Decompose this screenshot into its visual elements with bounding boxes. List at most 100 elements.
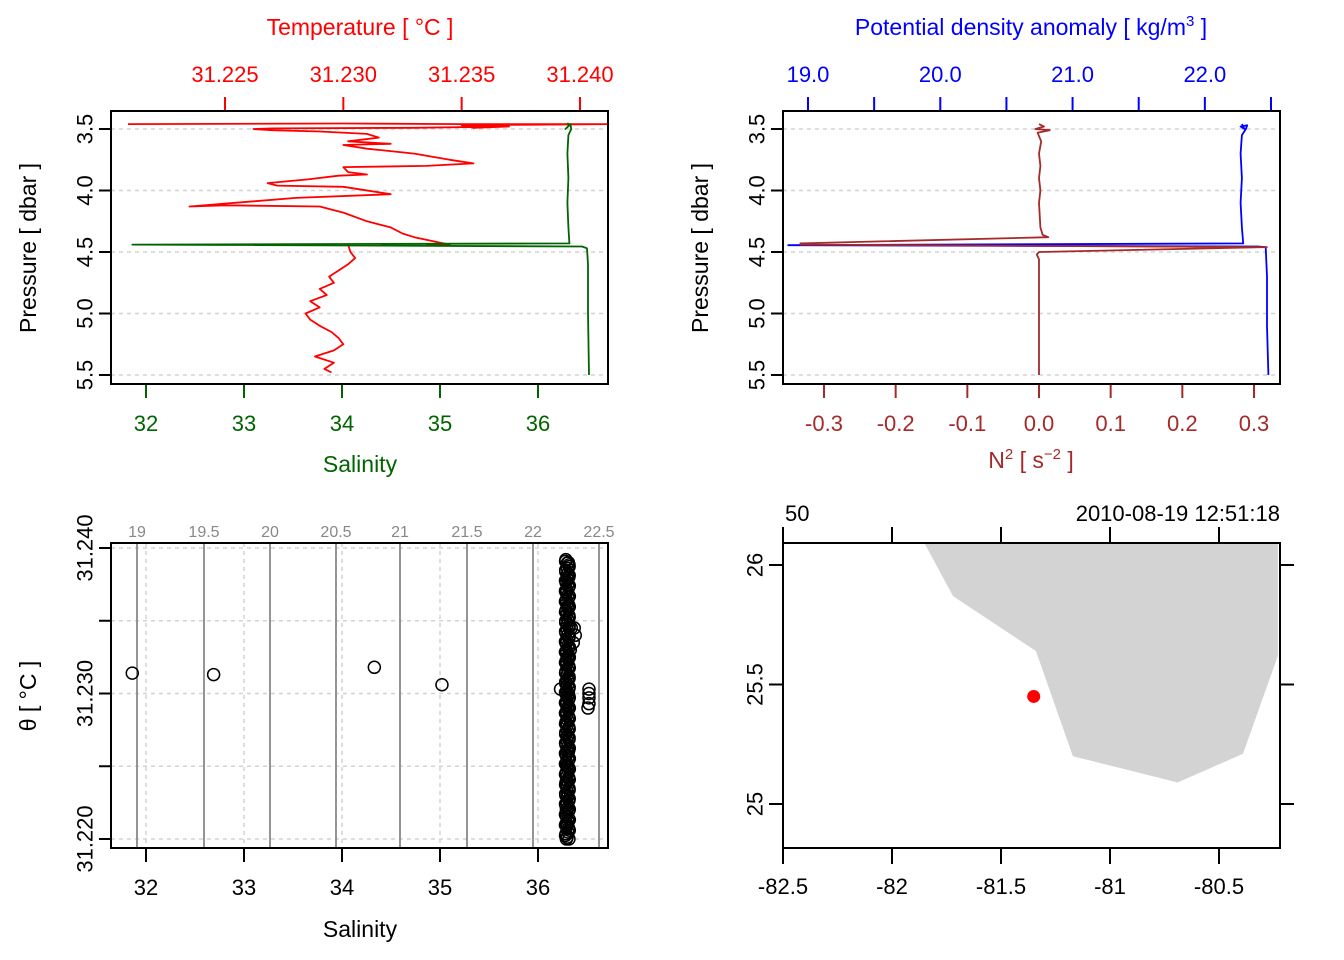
- longitude-tick-label: -82: [876, 874, 908, 899]
- y-tick-label: 4.5: [73, 237, 98, 268]
- n2-axis-title: N2 [ s−2 ]: [988, 446, 1074, 473]
- ts-point: [560, 817, 575, 832]
- ts-point: [435, 678, 449, 692]
- plot-frame: [782, 542, 1281, 849]
- ts-diagram-panel: Salinity θ [ °C ] 19 19.5 20 20.5 21 21.5 22 22…: [15, 514, 615, 942]
- temperature-tick-label: 31.235: [428, 62, 495, 87]
- temperature-tick-label: 31.240: [546, 62, 613, 87]
- ts-point: [367, 660, 382, 675]
- salinity-tick-label: 34: [330, 875, 354, 900]
- salinity-tick-label: 36: [526, 411, 550, 436]
- ts-point: [582, 691, 596, 705]
- salinity-tick-label: 34: [330, 411, 354, 436]
- ts-point: [559, 552, 573, 567]
- ts-point: [561, 555, 576, 570]
- salinity-tick-label: 36: [526, 875, 550, 900]
- latitude-tick-label: 25.5: [743, 663, 768, 706]
- theta-tick-label: 31.220: [73, 805, 98, 872]
- isopycnal-label: 21: [391, 524, 409, 541]
- ts-point: [560, 759, 575, 773]
- station-number-label: 50: [785, 501, 809, 526]
- longitude-tick-label: -81: [1094, 874, 1126, 899]
- plot-frame: [110, 110, 609, 385]
- ts-point: [553, 682, 568, 696]
- y-tick-label: 3.5: [73, 114, 98, 145]
- n2-tick-label: 0.0: [1024, 411, 1055, 436]
- y-tick-label: 4.0: [745, 175, 770, 206]
- isopycnal-label: 22.5: [583, 524, 614, 541]
- theta-tick-label: 31.240: [73, 514, 98, 581]
- ts-point: [561, 744, 576, 759]
- salinity-axis-title: Salinity: [323, 451, 398, 477]
- y-tick-label: 5.5: [745, 360, 770, 391]
- ts-point: [560, 650, 575, 664]
- salinity-tick-label: 33: [232, 875, 256, 900]
- station-datetime-label: 2010-08-19 12:51:18: [1076, 501, 1280, 526]
- ts-point: [567, 621, 582, 635]
- longitude-tick-label: -80.5: [1194, 874, 1244, 899]
- n2-tick-label: 0.1: [1095, 411, 1126, 436]
- pressure-axis-title: Pressure [ dbar ]: [15, 163, 41, 333]
- isopycnal-label: 19: [128, 524, 146, 541]
- series-potential-density-anomaly: [787, 123, 1270, 376]
- y-tick-label: 5.0: [73, 298, 98, 329]
- temperature-tick-label: 31.225: [191, 62, 258, 87]
- y-tick-label: 4.5: [745, 237, 770, 268]
- salinity-tick-label: 35: [428, 875, 452, 900]
- longitude-tick-label: -82.5: [758, 874, 808, 899]
- series-n2: [799, 123, 1268, 375]
- series-temperature: [127, 122, 610, 247]
- y-tick-label: 5.0: [745, 298, 770, 329]
- theta-axis-title: θ [ °C ]: [15, 661, 41, 732]
- salinity-tick-label: 35: [428, 411, 452, 436]
- longitude-tick-label: -81.5: [976, 874, 1026, 899]
- density-n2-profile-panel: Potential density anomaly [ kg/m3 ] N2 […: [687, 13, 1281, 473]
- ts-salinity-axis-title: Salinity: [323, 916, 398, 942]
- n2-tick-label: -0.2: [877, 411, 915, 436]
- plot-frame: [110, 542, 609, 849]
- temperature-tick-label: 31.230: [310, 62, 377, 87]
- station-marker: [1027, 689, 1041, 703]
- plot-frame: [782, 110, 1281, 385]
- latitude-tick-label: 25: [743, 792, 768, 816]
- theta-tick-label: 31.230: [73, 660, 98, 727]
- ts-point: [559, 715, 574, 730]
- isopycnal-label: 21.5: [451, 524, 482, 541]
- series-temperature-lower-layer-: [304, 244, 357, 374]
- ts-point: [560, 672, 575, 686]
- latitude-tick-label: 26: [743, 553, 768, 577]
- ts-point: [559, 774, 574, 788]
- ts-point: [566, 635, 581, 650]
- ts-point: [559, 584, 574, 599]
- isopycnal-label: 20: [261, 524, 279, 541]
- land-polygon: [924, 543, 1278, 783]
- ts-point: [581, 701, 595, 715]
- isopycnal-label: 19.5: [188, 524, 219, 541]
- density-axis-title: Potential density anomaly [ kg/m3 ]: [855, 13, 1207, 40]
- temperature-axis-title: Temperature [ °C ]: [267, 14, 454, 40]
- ts-point: [560, 730, 575, 744]
- density-tick-label: 20.0: [919, 62, 962, 87]
- ts-point: [582, 686, 596, 701]
- salinity-tick-label: 32: [134, 411, 158, 436]
- ts-point: [561, 686, 576, 701]
- salinity-tick-label: 33: [232, 411, 256, 436]
- density-tick-label: 21.0: [1051, 62, 1094, 87]
- n2-tick-label: -0.1: [948, 411, 986, 436]
- ts-point: [559, 657, 574, 672]
- salinity-tick-label: 32: [134, 875, 158, 900]
- station-map-panel: 50 2010-08-19 12:51:18 -82.5 -82 -81.5 -81 -…: [743, 501, 1294, 899]
- ts-point: [125, 666, 140, 680]
- ts-point: [206, 667, 221, 682]
- pressure-axis-title-2: Pressure [ dbar ]: [687, 163, 713, 333]
- ts-point: [560, 570, 575, 584]
- ts-point: [568, 628, 582, 643]
- y-tick-label: 3.5: [745, 114, 770, 145]
- ts-point: [582, 682, 596, 696]
- ts-point: [560, 788, 575, 803]
- ts-point: [560, 599, 575, 613]
- density-tick-label: 22.0: [1183, 62, 1226, 87]
- n2-tick-label: 0.2: [1167, 411, 1198, 436]
- y-tick-label: 5.5: [73, 360, 98, 391]
